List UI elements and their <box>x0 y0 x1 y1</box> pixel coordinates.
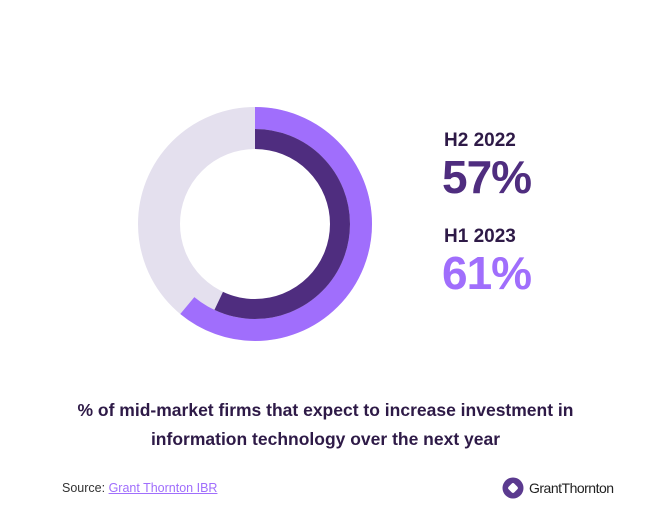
arc-h2-2022 <box>160 129 350 319</box>
value-h1-2023: 61% <box>442 247 532 299</box>
caption-line-1: % of mid-market firms that expect to inc… <box>77 400 574 420</box>
series-label-h2-2022: H2 2022 <box>444 130 516 151</box>
value-h2-2022: 57% <box>442 151 532 203</box>
caption-line-2: information technology over the next yea… <box>150 429 501 449</box>
chart-caption: % of mid-market firms that expect to inc… <box>0 396 651 454</box>
source-prefix: Source: <box>62 481 106 495</box>
logo-text: GrantThornton <box>529 480 614 496</box>
donut-chart <box>138 107 372 341</box>
series-label-h1-2023: H1 2023 <box>444 226 516 247</box>
arc-h1-2023 <box>138 107 372 341</box>
grant-thornton-logo: GrantThornton <box>502 477 614 499</box>
grant-thornton-logo-icon <box>502 477 524 499</box>
source-note: Source: Grant Thornton IBR <box>62 481 217 495</box>
source-link[interactable]: Grant Thornton IBR <box>108 481 218 495</box>
